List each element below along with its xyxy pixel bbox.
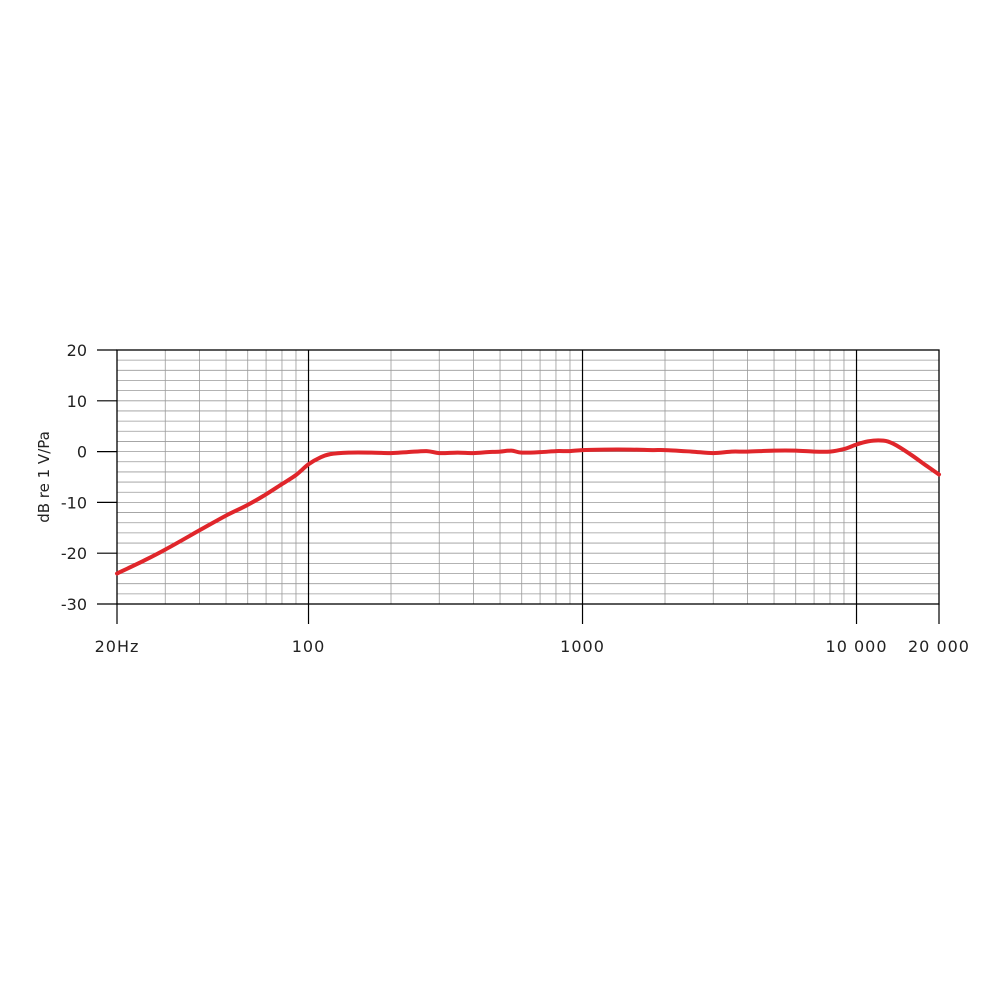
plot-frame — [116, 349, 940, 605]
minor-grid — [117, 350, 939, 604]
x-tick-label: 1000 — [560, 637, 605, 656]
frequency-response-line — [115, 438, 941, 576]
series-layer — [115, 438, 941, 576]
x-tick-label: 100 — [292, 637, 326, 656]
x-tick-label: 20 000 — [908, 637, 970, 656]
x-tick-labels: 20Hz 100 1000 10 000 20 000 — [95, 637, 970, 656]
y-tick-label: 20 — [67, 341, 87, 360]
y-tick-label: 0 — [77, 443, 87, 462]
axis-tick-marks — [97, 349, 940, 624]
major-grid — [307, 350, 858, 604]
y-tick-label: -10 — [61, 493, 87, 512]
x-tick-label: 20Hz — [95, 637, 140, 656]
x-tick-label: 10 000 — [826, 637, 888, 656]
y-tick-label: -20 — [61, 544, 87, 563]
y-tick-labels: 20 10 0 -10 -20 -30 — [61, 341, 87, 614]
y-axis-title: dB re 1 V/Pa — [35, 431, 53, 523]
y-tick-label: 10 — [67, 392, 87, 411]
y-tick-label: -30 — [61, 595, 87, 614]
